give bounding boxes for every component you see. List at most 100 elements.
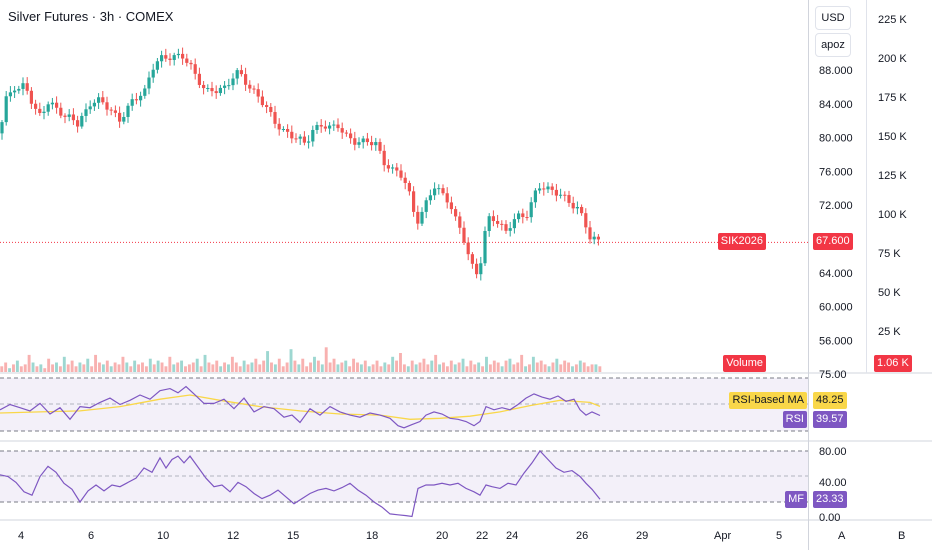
volume-bar xyxy=(90,366,94,372)
auto-scale-button: A xyxy=(838,530,846,542)
volume-bar xyxy=(273,364,277,372)
candle xyxy=(487,216,491,231)
candle xyxy=(517,213,521,220)
volume-bar xyxy=(438,364,442,372)
candle xyxy=(252,88,256,90)
volume-bar xyxy=(563,360,567,372)
candle xyxy=(424,200,428,212)
candle xyxy=(370,142,374,146)
time-tick: 10 xyxy=(157,530,169,542)
candle xyxy=(349,133,353,139)
volume-bar xyxy=(98,362,101,372)
volume-bar xyxy=(371,364,375,372)
volume-bar xyxy=(215,360,219,372)
volume-bar xyxy=(152,364,156,372)
candle xyxy=(218,87,222,94)
candle xyxy=(63,115,67,117)
candle xyxy=(386,165,390,169)
candle xyxy=(105,102,109,110)
volume-bar xyxy=(410,360,414,372)
volume-bar xyxy=(137,364,141,372)
candle xyxy=(260,96,264,106)
volume-bar xyxy=(254,358,258,372)
candle xyxy=(420,211,424,224)
volume-bar xyxy=(528,364,531,372)
time-tick: 5 xyxy=(776,530,782,542)
volume-bar xyxy=(457,362,461,372)
candle xyxy=(361,138,365,143)
candle xyxy=(160,55,164,62)
time-tick: Apr xyxy=(714,530,731,542)
volume-value: 1.06 K xyxy=(874,355,912,372)
volume-bar xyxy=(15,360,19,372)
candle xyxy=(344,132,348,134)
time-tick: 12 xyxy=(227,530,239,542)
volume-bar xyxy=(39,364,43,372)
time-tick: 18 xyxy=(366,530,378,542)
candle xyxy=(340,128,344,133)
candle xyxy=(265,105,269,107)
candle xyxy=(256,89,260,97)
volume-bar xyxy=(309,362,313,372)
candle xyxy=(126,105,130,117)
time-tick: 20 xyxy=(436,530,448,542)
volume-bar xyxy=(406,366,410,372)
candle xyxy=(546,186,550,190)
candle xyxy=(365,138,369,143)
volume-bar xyxy=(430,360,434,372)
unit-button[interactable]: apoz xyxy=(815,33,851,57)
candle xyxy=(542,188,546,190)
symbol-title[interactable]: Silver Futures · 3h · COMEX xyxy=(8,9,174,24)
candle xyxy=(470,254,474,264)
volume-bar xyxy=(62,356,66,372)
volume-bar xyxy=(285,362,289,372)
volume-bar xyxy=(281,366,285,372)
last-price-label: 67.600 xyxy=(813,233,853,250)
candle xyxy=(382,150,386,166)
candle xyxy=(588,227,592,240)
volume-bar xyxy=(328,362,332,372)
volume-bar xyxy=(203,354,207,372)
candle xyxy=(315,125,319,130)
volume-bar xyxy=(559,364,563,372)
rsi-line xyxy=(0,385,601,429)
candle xyxy=(59,107,63,116)
volume-bar xyxy=(101,364,105,372)
volume-bar xyxy=(164,366,168,372)
candle xyxy=(567,195,571,203)
candle xyxy=(185,58,189,63)
volume-bar xyxy=(234,362,238,372)
candle xyxy=(84,109,88,116)
volume-bar xyxy=(399,353,402,372)
volume-bar xyxy=(473,364,477,372)
volume-bar xyxy=(571,366,574,372)
price-tick: 56.000 xyxy=(819,335,853,347)
volume-bar xyxy=(324,347,328,372)
volume-bar xyxy=(191,362,195,372)
symbol-tag: SIK2026 xyxy=(717,233,766,250)
volume-bar xyxy=(94,354,98,372)
candle xyxy=(139,95,143,101)
candle xyxy=(17,88,21,91)
candle xyxy=(491,216,495,222)
volume-bar xyxy=(55,362,58,372)
candle xyxy=(328,125,332,129)
currency-button[interactable]: USD xyxy=(815,6,851,30)
mfi-tick: 40.00 xyxy=(819,477,847,489)
candle xyxy=(122,116,126,122)
volume-bar xyxy=(313,356,316,372)
candle xyxy=(71,114,75,121)
candle xyxy=(571,202,575,209)
volume-bar xyxy=(82,364,86,372)
price-tick: 84.000 xyxy=(819,99,853,111)
volume-bar xyxy=(109,366,113,372)
candle xyxy=(584,213,588,228)
volume-bar xyxy=(582,362,586,372)
candle xyxy=(202,84,206,89)
volume-bar xyxy=(520,354,524,372)
candle xyxy=(403,177,407,183)
volume-bar xyxy=(51,364,55,372)
price-tick: 80.000 xyxy=(819,133,853,145)
candle xyxy=(46,104,50,112)
